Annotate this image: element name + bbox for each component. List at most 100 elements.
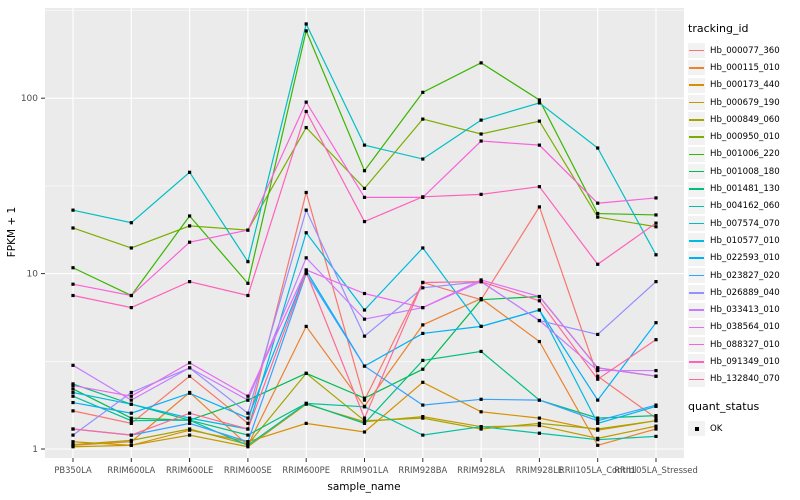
data-point [71,427,75,431]
legend-key-line [689,101,704,104]
data-point [479,427,483,431]
data-point [304,268,308,272]
data-point [188,366,192,370]
legend-key-swatch [688,354,705,370]
data-point [362,169,367,173]
legend-item-label: Hb_088327_010 [710,339,780,350]
data-point [421,280,425,285]
data-point [537,185,541,189]
data-point [304,231,308,235]
data-point [188,421,192,425]
legend-item-label: Hb_038564_010 [710,322,780,333]
legend-key-swatch [688,77,705,93]
legend-key-swatch [688,95,705,111]
legend-key-point [694,426,699,431]
y-tick-label: 1 [32,445,38,455]
legend-key-line [689,222,704,225]
data-point [71,363,75,367]
data-point [71,445,75,449]
legend-item-Hb_038564_010: Hb_038564_010 [688,319,800,336]
legend-key-line [689,378,704,381]
x-tick-label: RRIM600PE [282,465,330,475]
data-point [654,424,658,428]
legend-item-Hb_007574_070: Hb_007574_070 [688,215,800,232]
data-point [537,339,541,344]
legend-items: Hb_000077_360 Hb_000115_010 Hb_000173_440 H… [688,42,800,388]
data-point [654,221,658,225]
data-point [479,192,483,196]
legend: tracking_id Hb_000077_360 Hb_000115_010 Hb… [688,22,800,437]
data-point [129,443,133,447]
data-point [654,416,658,420]
legend-key-line [689,67,704,69]
data-point [71,442,75,447]
legend-item-label: Hb_000950_010 [710,132,780,143]
data-point [362,219,367,224]
legend-key-swatch [688,198,705,214]
legend-item-Hb_000077_360: Hb_000077_360 [688,42,800,59]
data-point [129,293,133,298]
data-point [129,416,133,420]
data-point [479,139,483,143]
data-point [537,101,541,105]
legend-key-line [689,119,704,121]
y-tick-label: 100 [21,94,38,104]
legend-item-label: Hb_000173_440 [710,80,780,91]
legend-key-swatch [688,250,705,266]
data-point [421,286,425,290]
data-point [188,240,192,244]
data-point [596,374,600,378]
data-point [421,195,425,199]
data-point [537,431,541,435]
data-point [188,170,192,174]
data-point [304,208,308,212]
data-point [537,205,541,209]
data-point [71,394,75,398]
x-axis-title: sample_name [327,481,400,493]
data-point [304,270,308,274]
data-point [479,410,483,414]
data-point [304,109,308,114]
data-point [71,433,75,437]
data-point [71,282,75,286]
legend-item-label: Hb_001006_220 [710,149,780,160]
x-tick-label: RRIM600SE [224,465,272,475]
data-point [71,387,75,391]
data-point [188,280,192,284]
legend-item-label: Hb_004162_060 [710,201,780,212]
data-point [421,358,425,362]
data-point [537,143,541,147]
data-point [129,305,133,310]
data-point [304,29,308,33]
legend-item-label: Hb_007574_070 [710,218,780,229]
legend-key-swatch [688,371,705,387]
legend-item-label: Hb_001008_180 [710,166,780,177]
data-point [654,321,658,325]
legend-key-line [689,343,704,346]
legend-key-line [689,205,704,208]
data-point [421,323,425,327]
legend-key-line [689,274,704,277]
data-point [129,221,133,225]
data-point [246,394,250,398]
x-tick-label: RRIM928LA [457,465,505,475]
data-point [71,440,75,444]
data-point [304,324,308,329]
data-point [479,298,483,302]
legend-item-label: Hb_022593_010 [710,253,780,264]
data-point [421,331,425,336]
legend-item-label: OK [710,423,723,434]
legend-item-label: Hb_091349_010 [710,356,780,367]
data-point [421,90,425,94]
data-point [596,398,600,402]
legend-key-line [689,257,704,259]
data-point [421,117,425,121]
data-point [71,409,75,413]
legend-key-swatch [688,302,705,318]
x-tick-label: RRIM901LA [341,465,389,475]
data-point [654,196,658,200]
legend-key-line [689,84,704,86]
data-point [246,440,250,444]
